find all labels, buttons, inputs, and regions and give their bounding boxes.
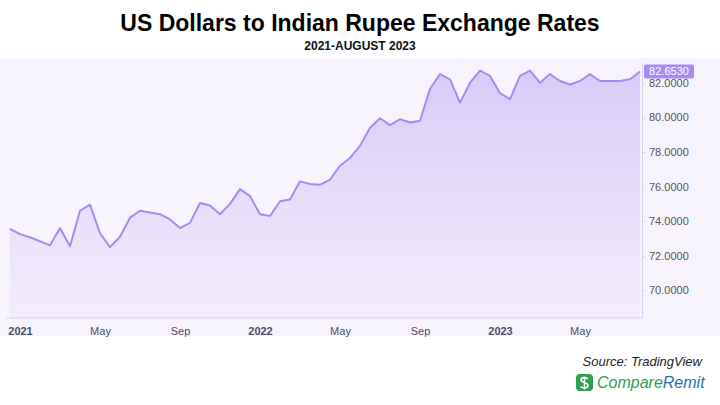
x-tick: Sep <box>171 318 191 337</box>
brand-name: CompareRemit <box>597 374 705 391</box>
y-tick: 76.0000 <box>642 181 689 193</box>
y-tick: 78.0000 <box>642 146 689 158</box>
chart: 70.0000 72.0000 74.0000 76.0000 78.0000 80.00… <box>0 0 720 405</box>
x-tick-label: 2022 <box>248 325 272 337</box>
y-tick: 80.0000 <box>642 111 689 123</box>
y-tick-mark <box>642 117 645 118</box>
y-axis: 70.0000 72.0000 74.0000 76.0000 78.0000 80.00… <box>642 63 689 319</box>
brand-icon <box>576 374 593 391</box>
y-tick-mark <box>642 290 645 291</box>
x-tick: 2023 <box>488 318 512 337</box>
x-tick-label: May <box>90 325 111 337</box>
y-tick-label: 80.0000 <box>649 111 689 123</box>
y-tick: 70.0000 <box>642 284 689 296</box>
y-tick: 72.0000 <box>642 250 689 262</box>
brand-part: Compare <box>597 374 663 391</box>
area <box>10 71 640 318</box>
line <box>10 71 640 247</box>
x-tick: Sep <box>411 318 431 337</box>
y-tick-label: 72.0000 <box>649 250 689 262</box>
y-tick-label: 82.0000 <box>649 77 689 89</box>
x-tick: May <box>330 318 351 337</box>
x-tick: May <box>90 318 111 337</box>
y-tick-label: 70.0000 <box>649 284 689 296</box>
x-axis: 2021 May Sep 2022 May Sep 2023 May <box>6 318 642 337</box>
y-tick: 74.0000 <box>642 215 689 227</box>
x-tick-label: Sep <box>411 325 431 337</box>
x-tick-label: May <box>330 325 351 337</box>
x-tick: 2021 <box>8 318 32 337</box>
x-tick: May <box>570 318 591 337</box>
y-tick-label: 74.0000 <box>649 215 689 227</box>
x-tick-label: May <box>570 325 591 337</box>
last-value-badge: 82.6530 <box>644 64 694 78</box>
y-tick-label: 78.0000 <box>649 146 689 158</box>
y-tick-mark <box>642 256 645 257</box>
plot-background <box>0 58 720 336</box>
subtitle: 2021-AUGUST 2023 <box>304 39 416 53</box>
y-axis-line <box>642 63 643 319</box>
y-tick-mark <box>642 187 645 188</box>
title: US Dollars to Indian Rupee Exchange Rate… <box>120 10 599 36</box>
last-value-label: 82.6530 <box>649 65 689 77</box>
y-tick-label: 76.0000 <box>649 181 689 193</box>
x-tick-label: 2023 <box>488 325 512 337</box>
x-axis-line <box>6 318 642 319</box>
brand-logo: CompareRemit <box>576 374 705 391</box>
y-tick-mark <box>642 221 645 222</box>
y-tick-mark <box>642 83 645 84</box>
x-tick-label: Sep <box>171 325 191 337</box>
plot-area <box>10 71 640 318</box>
x-tick: 2022 <box>248 318 272 337</box>
last-value-box <box>644 64 694 78</box>
y-tick: 82.0000 <box>642 77 689 89</box>
y-tick-mark <box>642 152 645 153</box>
brand-icon-glyph <box>581 377 589 390</box>
brand-part: Remit <box>663 374 705 391</box>
x-tick-label: 2021 <box>8 325 32 337</box>
source: Source: TradingView <box>583 354 704 369</box>
